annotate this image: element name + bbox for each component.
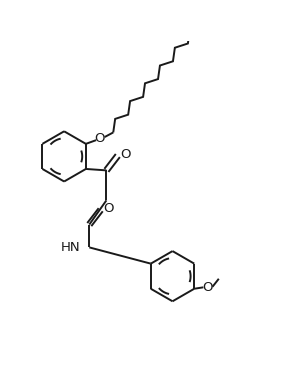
Text: O: O	[94, 132, 105, 145]
Text: HN: HN	[60, 241, 80, 254]
Text: O: O	[121, 148, 131, 161]
Text: O: O	[203, 281, 213, 294]
Text: O: O	[104, 202, 114, 215]
